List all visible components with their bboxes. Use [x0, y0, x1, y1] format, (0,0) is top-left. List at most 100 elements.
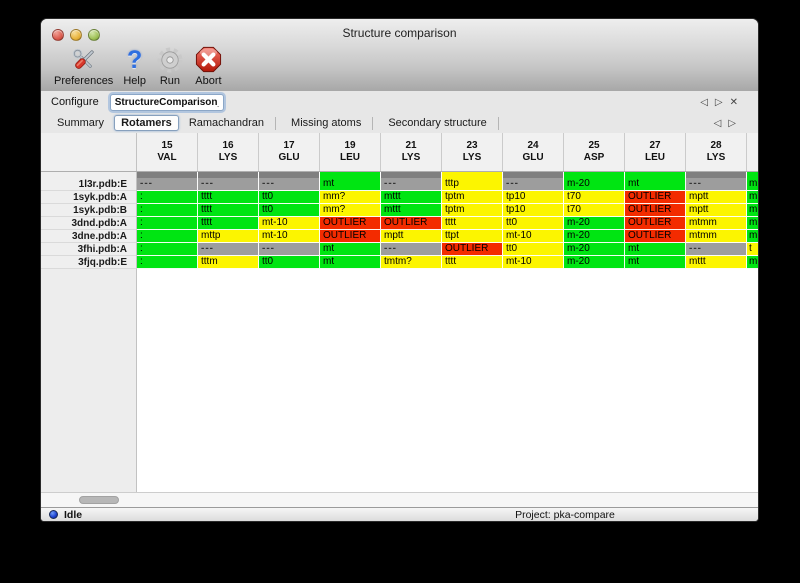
rotamer-cell[interactable]: tttt — [198, 191, 259, 204]
rotamer-cell[interactable]: m-20 — [564, 230, 625, 243]
minimize-window-button[interactable] — [70, 29, 82, 41]
tab-rotamers[interactable]: Rotamers — [114, 115, 179, 131]
rotamer-cell[interactable]: ttpt — [442, 230, 503, 243]
rotamer-cell[interactable]: t70 — [564, 191, 625, 204]
rotamer-cell[interactable]: tttt — [198, 217, 259, 230]
rotamer-cell[interactable]: --- — [381, 178, 442, 191]
rotamer-cell[interactable]: --- — [198, 243, 259, 256]
rotamer-cell[interactable]: tttt — [442, 217, 503, 230]
rotamer-cell[interactable]: mttt — [381, 191, 442, 204]
rotamer-cell[interactable]: m-20 — [564, 256, 625, 269]
configure-name-input[interactable] — [109, 93, 224, 111]
rotamer-cell[interactable]: mptt — [381, 230, 442, 243]
row-label[interactable]: 1syk.pdb:A — [41, 191, 137, 204]
rotamer-cell-partial[interactable]: m — [747, 217, 758, 230]
rotamer-cell[interactable]: --- — [686, 178, 747, 191]
rotamer-cell[interactable]: --- — [137, 178, 198, 191]
rotamer-cell[interactable]: mttt — [381, 204, 442, 217]
rotamer-cell-partial[interactable]: m — [747, 178, 758, 191]
rotamer-cell[interactable]: mt — [320, 178, 381, 191]
rotamer-cell[interactable]: --- — [259, 243, 320, 256]
rotamer-cell[interactable]: mptt — [686, 191, 747, 204]
rotamer-cell-partial[interactable]: m — [747, 204, 758, 217]
rotamer-cell[interactable]: OUTLIER — [625, 217, 686, 230]
tab-summary[interactable]: Summary — [57, 117, 105, 129]
rotamer-cell[interactable]: tttt — [198, 204, 259, 217]
row-label[interactable]: 1syk.pdb:B — [41, 204, 137, 217]
rotamer-cell[interactable]: tptm — [442, 191, 503, 204]
rotamer-cell[interactable]: mt — [320, 243, 381, 256]
rotamer-cell[interactable]: mttt — [686, 256, 747, 269]
rotamer-cell-partial[interactable]: m — [747, 230, 758, 243]
rotamer-cell-partial[interactable]: t — [747, 243, 758, 256]
rotamer-cell[interactable]: tt0 — [503, 243, 564, 256]
next-tab-icon[interactable]: ▷ — [728, 117, 736, 129]
rotamer-cell[interactable]: tp10 — [503, 204, 564, 217]
rotamer-cell[interactable]: OUTLIER — [320, 230, 381, 243]
preferences-button[interactable]: Preferences — [49, 44, 118, 87]
rotamer-cell[interactable]: OUTLIER — [442, 243, 503, 256]
rotamer-cell[interactable]: --- — [381, 243, 442, 256]
rotamer-cell[interactable]: tmtm? — [381, 256, 442, 269]
rotamer-cell[interactable]: m-20 — [564, 178, 625, 191]
rotamer-cell[interactable]: mt — [625, 243, 686, 256]
run-button[interactable]: Run — [151, 44, 189, 87]
zoom-window-button[interactable] — [88, 29, 100, 41]
rotamer-cell[interactable]: OUTLIER — [625, 230, 686, 243]
rotamer-cell[interactable]: tttm — [198, 256, 259, 269]
row-label[interactable]: 3fjq.pdb:E — [41, 256, 137, 269]
rotamer-cell[interactable]: mm? — [320, 204, 381, 217]
help-button[interactable]: ? Help — [118, 44, 151, 88]
rotamer-cell[interactable]: --- — [198, 178, 259, 191]
rotamer-cell[interactable]: mt-10 — [503, 230, 564, 243]
rotamer-cell[interactable]: --- — [686, 243, 747, 256]
rotamer-cell[interactable]: tp10 — [503, 191, 564, 204]
row-label[interactable]: 3dnd.pdb:A — [41, 217, 137, 230]
rotamer-cell[interactable]: tttt — [442, 256, 503, 269]
rotamer-cell[interactable]: OUTLIER — [320, 217, 381, 230]
rotamer-cell[interactable]: mm? — [320, 191, 381, 204]
close-config-icon[interactable]: ✕ — [729, 96, 738, 108]
tab-secondary-structure[interactable]: Secondary structure — [388, 117, 487, 129]
rotamer-cell[interactable]: : — [137, 243, 198, 256]
rotamer-cell[interactable]: --- — [259, 178, 320, 191]
rotamer-cell[interactable]: mtmm — [686, 217, 747, 230]
rotamer-cell-partial[interactable]: m — [747, 256, 758, 269]
rotamer-cell[interactable]: tt0 — [259, 204, 320, 217]
tab-ramachandran[interactable]: Ramachandran — [188, 117, 265, 129]
tab-missing-atoms[interactable]: Missing atoms — [291, 117, 362, 129]
rotamer-cell[interactable]: OUTLIER — [625, 191, 686, 204]
abort-button[interactable]: Abort — [189, 44, 228, 87]
rotamer-cell[interactable]: : — [137, 256, 198, 269]
rotamer-cell[interactable]: tt0 — [503, 217, 564, 230]
rotamer-cell[interactable]: mttp — [198, 230, 259, 243]
rotamer-cell[interactable]: mt-10 — [503, 256, 564, 269]
close-window-button[interactable] — [52, 29, 64, 41]
rotamer-cell[interactable]: : — [137, 204, 198, 217]
prev-tab-icon[interactable]: ◁ — [713, 117, 722, 129]
rotamer-cell[interactable]: tttp — [442, 178, 503, 191]
horizontal-scrollbar-thumb[interactable] — [79, 496, 119, 504]
rotamer-cell[interactable]: : — [137, 230, 198, 243]
rotamer-cell[interactable]: OUTLIER — [381, 217, 442, 230]
row-label[interactable]: 1l3r.pdb:E — [41, 178, 137, 191]
rotamer-cell[interactable]: mt — [625, 178, 686, 191]
rotamer-cell[interactable]: --- — [503, 178, 564, 191]
rotamer-cell[interactable]: mt — [625, 256, 686, 269]
rotamer-cell[interactable]: mt — [320, 256, 381, 269]
rotamer-cell[interactable]: t70 — [564, 204, 625, 217]
row-label[interactable]: 3dne.pdb:A — [41, 230, 137, 243]
rotamer-cell[interactable]: mtmm — [686, 230, 747, 243]
rotamer-cell[interactable]: m-20 — [564, 217, 625, 230]
rotamer-cell[interactable]: tptm — [442, 204, 503, 217]
row-label[interactable]: 3fhi.pdb:A — [41, 243, 137, 256]
rotamer-cell[interactable]: tt0 — [259, 191, 320, 204]
rotamer-cell[interactable]: OUTLIER — [625, 204, 686, 217]
rotamer-cell[interactable]: mptt — [686, 204, 747, 217]
rotamer-cell[interactable]: tt0 — [259, 256, 320, 269]
rotamer-cell-partial[interactable]: m — [747, 191, 758, 204]
prev-config-icon[interactable]: ◁ — [700, 96, 708, 108]
rotamer-cell[interactable]: mt-10 — [259, 230, 320, 243]
rotamer-cell[interactable]: : — [137, 191, 198, 204]
rotamer-cell[interactable]: m-20 — [564, 243, 625, 256]
